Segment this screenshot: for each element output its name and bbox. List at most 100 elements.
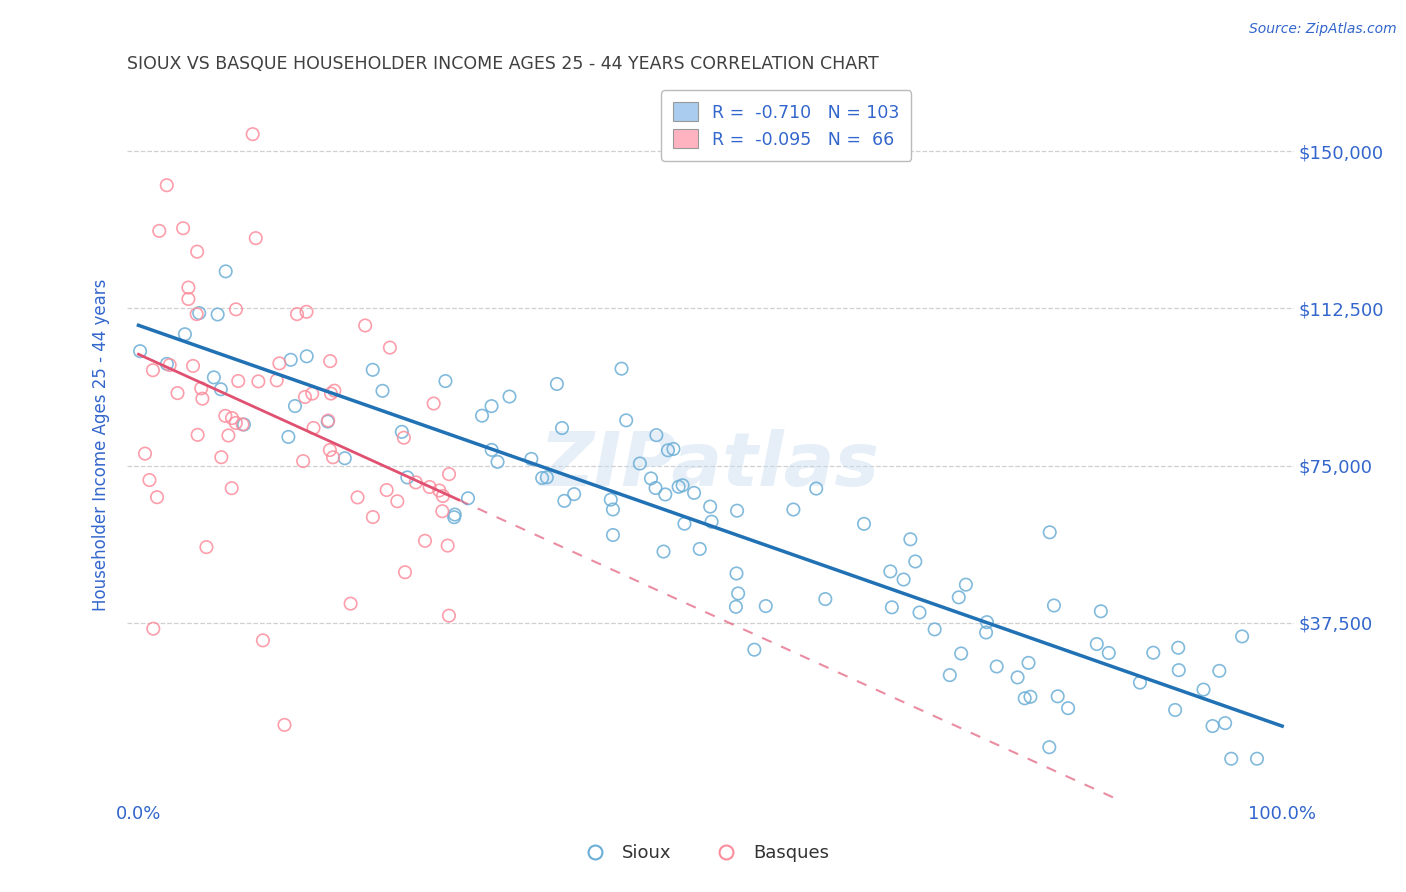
Point — [1220, 752, 1243, 766]
Point — [602, 528, 624, 542]
Point — [221, 481, 243, 495]
Point — [1038, 740, 1060, 755]
Point — [378, 341, 401, 355]
Point — [1164, 703, 1187, 717]
Point — [186, 244, 208, 259]
Point — [427, 483, 450, 498]
Point — [1230, 629, 1253, 643]
Point — [159, 358, 181, 372]
Point — [273, 718, 295, 732]
Point — [1043, 599, 1066, 613]
Point — [599, 492, 621, 507]
Point — [319, 443, 342, 458]
Point — [177, 280, 200, 294]
Point — [536, 470, 558, 484]
Point — [955, 577, 977, 591]
Point — [654, 487, 676, 501]
Point — [339, 597, 361, 611]
Point — [976, 615, 998, 629]
Point — [233, 417, 256, 432]
Point — [432, 504, 454, 518]
Point — [221, 411, 243, 425]
Point — [520, 451, 543, 466]
Point — [645, 428, 668, 442]
Point — [323, 384, 346, 398]
Point — [689, 541, 711, 556]
Point — [172, 221, 194, 235]
Point — [1085, 637, 1108, 651]
Point — [1246, 752, 1268, 766]
Point — [292, 454, 315, 468]
Point — [142, 622, 165, 636]
Point — [266, 373, 288, 387]
Point — [322, 450, 344, 465]
Point — [644, 481, 666, 495]
Point — [191, 392, 214, 406]
Point — [432, 489, 454, 503]
Point — [724, 599, 747, 614]
Point — [1014, 691, 1036, 706]
Point — [1142, 646, 1164, 660]
Point — [413, 533, 436, 548]
Point — [316, 415, 339, 429]
Point — [880, 600, 903, 615]
Point — [481, 442, 503, 457]
Point — [242, 127, 264, 141]
Point — [481, 399, 503, 413]
Point — [437, 608, 460, 623]
Point — [392, 431, 415, 445]
Point — [562, 487, 585, 501]
Point — [396, 470, 419, 484]
Point — [652, 544, 675, 558]
Point — [443, 508, 465, 522]
Point — [1090, 604, 1112, 618]
Point — [1019, 690, 1042, 704]
Point — [333, 451, 356, 466]
Point — [209, 450, 232, 465]
Point — [252, 633, 274, 648]
Point — [1046, 690, 1069, 704]
Point — [853, 516, 876, 531]
Text: SIOUX VS BASQUE HOUSEHOLDER INCOME AGES 25 - 44 YEARS CORRELATION CHART: SIOUX VS BASQUE HOUSEHOLDER INCOME AGES … — [127, 55, 879, 73]
Point — [148, 224, 170, 238]
Point — [391, 425, 413, 439]
Point — [177, 292, 200, 306]
Point — [371, 384, 394, 398]
Point — [302, 421, 325, 435]
Point — [948, 591, 970, 605]
Point — [1057, 701, 1080, 715]
Point — [668, 480, 690, 494]
Point — [898, 533, 921, 547]
Point — [671, 478, 693, 492]
Point — [245, 231, 267, 245]
Point — [354, 318, 377, 333]
Point — [924, 623, 946, 637]
Point — [1007, 670, 1029, 684]
Point — [422, 396, 444, 410]
Point — [1213, 716, 1236, 731]
Point — [683, 486, 706, 500]
Point — [269, 356, 291, 370]
Point — [217, 428, 239, 442]
Point — [225, 416, 247, 430]
Point — [295, 305, 318, 319]
Point — [316, 414, 339, 428]
Point — [553, 493, 575, 508]
Point — [319, 386, 342, 401]
Point — [195, 540, 218, 554]
Point — [950, 647, 973, 661]
Point — [301, 386, 323, 401]
Point — [628, 457, 651, 471]
Point — [156, 357, 179, 371]
Point — [457, 491, 479, 506]
Point — [181, 359, 204, 373]
Point — [546, 376, 568, 391]
Point — [755, 599, 778, 613]
Point — [1098, 646, 1121, 660]
Point — [207, 308, 229, 322]
Point — [174, 327, 197, 342]
Point — [1129, 675, 1152, 690]
Point — [610, 361, 633, 376]
Point — [814, 592, 837, 607]
Point — [232, 417, 254, 432]
